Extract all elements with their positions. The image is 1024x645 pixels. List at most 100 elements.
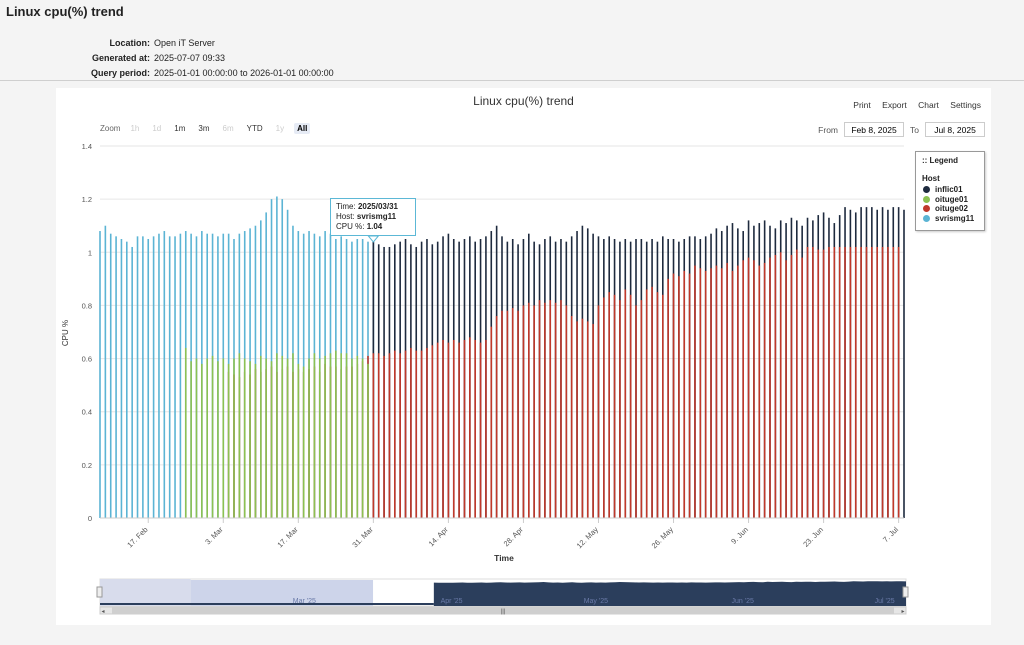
generated-value: 2025-07-07 09:33 [154, 53, 226, 63]
bar-oituge02 [662, 294, 664, 518]
bar-oituge02 [447, 342, 450, 518]
zoom-1y-button[interactable]: 1y [275, 124, 285, 133]
bar-oituge02 [533, 305, 535, 518]
navigator[interactable]: Mar '25 Apr '25 May '25 Jun '25 Jul '25 ||| ◂ ▸ [96, 578, 909, 615]
zoom-6m-button[interactable]: 6m [222, 124, 234, 133]
print-button[interactable]: Print [853, 100, 871, 110]
bar-oituge02 [501, 310, 503, 518]
bar-oituge02 [469, 337, 471, 518]
chart-title: Linux cpu(%) trend [473, 94, 574, 108]
legend-label: inflic01 [935, 185, 963, 195]
bar-oituge02 [495, 316, 498, 518]
bar-oituge02 [592, 324, 594, 518]
bar-oituge02 [737, 265, 739, 518]
bar-oituge01 [238, 353, 241, 518]
bar-svrismg11 [120, 239, 123, 518]
navigator-label: Apr '25 [441, 598, 463, 605]
bar-oituge02 [796, 249, 798, 518]
legend-dot [923, 186, 930, 194]
cpu-chart: 0 0.2 0.4 0.6 0.8 1 1.2 1.4 17. Feb 3. Mar 17. Ma… [61, 142, 909, 615]
bar-oituge02 [436, 342, 439, 518]
to-date-input[interactable] [925, 122, 985, 137]
navigator-series [433, 581, 906, 606]
bar-oituge02 [790, 254, 793, 518]
bar-inflic01 [903, 209, 905, 518]
bar-oituge01 [324, 355, 326, 518]
zoom-1d-button[interactable]: 1d [152, 124, 162, 133]
bar-oituge02 [881, 246, 884, 518]
x-axis: 17. Feb 3. Mar 17. Mar 31. Mar 14. Apr 28. Ap… [100, 517, 904, 550]
legend-item-inflic01[interactable]: inflic01 [916, 185, 984, 195]
bar-svrismg11 [131, 246, 133, 518]
bar-oituge01 [195, 358, 198, 518]
bar-oituge02 [458, 342, 460, 518]
x-axis-label: Time [494, 553, 514, 563]
tooltip: Time: 2025/03/31 Host: svrismg11 CPU %: … [330, 198, 416, 236]
bar-svrismg11 [142, 236, 144, 519]
bar-svrismg11 [104, 225, 107, 518]
bar-oituge02 [753, 260, 755, 518]
bar-svrismg11 [109, 233, 112, 518]
legend-title: :: Legend [922, 156, 958, 165]
x-tick-label: 17. Mar [275, 525, 300, 550]
bar-oituge02 [479, 342, 482, 518]
zoom-ytd-button[interactable]: YTD [246, 124, 263, 133]
bar-oituge02 [474, 339, 476, 518]
bar-oituge02 [710, 268, 712, 518]
bar-oituge02 [806, 246, 809, 518]
y-tick-label: 1.2 [82, 195, 92, 204]
bar-oituge02 [442, 339, 444, 518]
bar-oituge01 [206, 358, 208, 518]
bar-oituge02 [570, 316, 573, 518]
legend-label: oituge01 [935, 194, 968, 204]
export-button[interactable]: Export [882, 100, 907, 110]
zoom-1h-button[interactable]: 1h [130, 124, 140, 133]
zoom-1m-button[interactable]: 1m [174, 124, 186, 133]
bar-oituge02 [854, 246, 857, 518]
tooltip-host-label: Host: [336, 212, 355, 221]
bar-oituge01 [292, 353, 294, 518]
bar-oituge01 [222, 358, 225, 518]
bar-oituge01 [367, 363, 369, 518]
page-title: Linux cpu(%) trend [6, 4, 124, 19]
bar-oituge01 [361, 358, 364, 518]
generated-label: Generated at: [91, 53, 150, 63]
x-tick-label: 31. Mar [350, 525, 375, 550]
bar-oituge02 [667, 278, 669, 518]
bar-oituge02 [860, 246, 862, 518]
legend-label: oituge02 [935, 204, 968, 214]
from-date-input[interactable] [844, 122, 905, 137]
legend: :: Legend Host inflic01 oituge01 oituge0… [915, 151, 985, 231]
bar-oituge02 [404, 350, 407, 518]
bar-oituge01 [254, 363, 257, 518]
chart-button[interactable]: Chart [918, 100, 939, 110]
legend-item-oituge02[interactable]: oituge02 [916, 204, 984, 214]
navigator-handle-left [96, 586, 103, 598]
bar-oituge01 [356, 355, 359, 518]
chart-panel: Linux cpu(%) trend Print Export Chart Se… [56, 88, 991, 625]
from-label: From [818, 124, 839, 135]
bar-svrismg11 [99, 231, 101, 518]
bar-oituge02 [822, 249, 825, 518]
zoom-3m-button[interactable]: 3m [198, 124, 210, 133]
y-tick-label: 0.8 [82, 301, 92, 310]
bar-oituge02 [801, 257, 803, 518]
bar-oituge02 [645, 289, 648, 518]
zoom-all-button[interactable]: All [294, 123, 311, 134]
bar-oituge02 [683, 270, 686, 518]
bar-svrismg11 [126, 241, 128, 518]
legend-item-oituge01[interactable]: oituge01 [916, 195, 984, 205]
bar-oituge01 [227, 363, 230, 518]
tooltip-host: svrismg11 [356, 212, 397, 221]
period-value: 2025-01-01 00:00:00 to 2026-01-01 00:00:… [154, 68, 334, 78]
bar-oituge02 [619, 300, 621, 518]
report-meta: Location: Open iT Server Generated at: 202… [80, 36, 334, 81]
bar-oituge02 [833, 246, 836, 518]
y-tick-label: 0.6 [82, 355, 92, 364]
settings-button[interactable]: Settings [950, 100, 981, 110]
bar-oituge02 [715, 265, 718, 518]
bar-oituge02 [603, 297, 605, 518]
bar-oituge02 [817, 249, 820, 518]
legend-item-svrismg11[interactable]: svrismg11 [916, 214, 984, 224]
bar-svrismg11 [168, 236, 171, 519]
